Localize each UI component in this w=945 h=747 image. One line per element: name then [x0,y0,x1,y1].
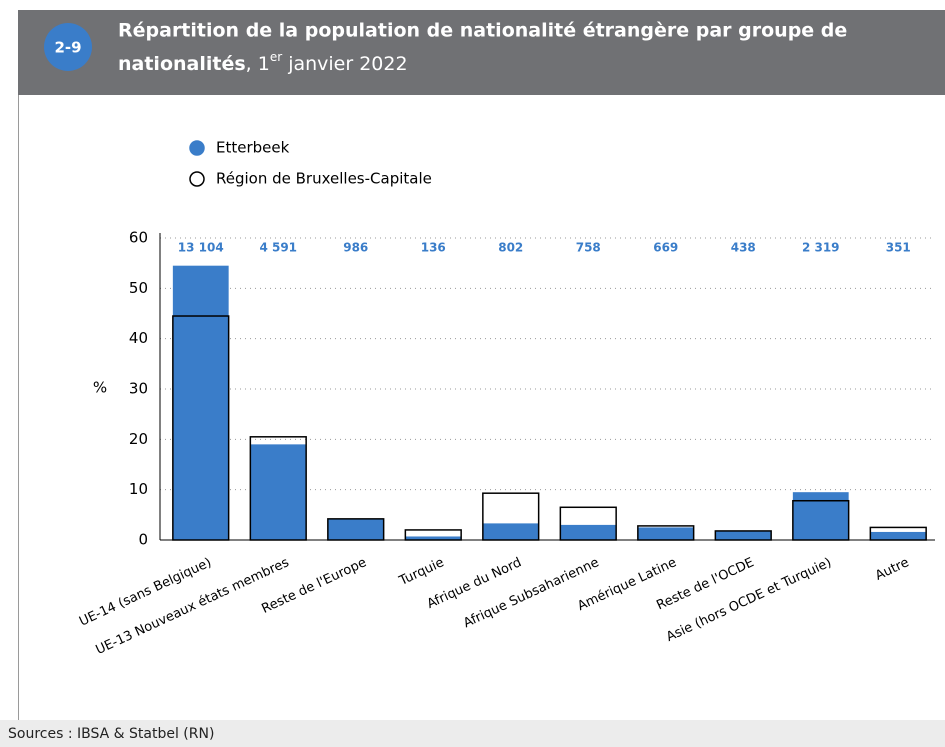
source: Sources : IBSA & Statbel (RN) [8,726,214,742]
top-label: 438 [731,241,756,255]
badge [44,23,92,71]
legend-label: Etterbeek [216,139,290,157]
title-part: , 1 [246,53,270,75]
x-tick-label: Autre [873,555,911,584]
title-part: janvier 2022 [282,53,407,75]
bar-outline [172,315,230,541]
header-band [18,10,945,95]
bar-outline [637,525,695,541]
y-tick-label: 10 [129,480,148,498]
bar-outline [404,529,462,541]
legend-swatch [189,171,205,187]
top-label: 13 104 [178,241,224,255]
x-tick-label: UE-14 (sans Belgique) [77,555,214,629]
x-tick-label: Turquie [396,555,446,589]
bar-outline [249,436,307,541]
bar [172,265,229,540]
top-label: 2 319 [802,241,840,255]
chart-title: Répartition de la population de national… [118,20,847,42]
bar-outline [482,492,540,541]
top-label: 802 [498,241,523,255]
y-tick-label: 0 [138,531,148,549]
chart-title-line2: nationalités, 1er janvier 2022 [118,50,408,75]
bar [715,530,772,540]
top-label: 758 [576,241,601,255]
bar [637,527,694,540]
legend-swatch [189,140,205,156]
legend-label: Région de Bruxelles-Capitale [216,170,432,188]
y-tick-label: 20 [129,430,148,448]
top-label: 136 [421,241,446,255]
bar-outline [714,530,772,541]
bar [327,518,384,540]
x-tick-label: Afrique Subsaharienne [461,555,601,631]
y-tick-label: 40 [129,329,148,347]
bar-outline [327,518,385,541]
bar [792,492,849,540]
y-tick-label: 60 [129,229,148,247]
bar [560,524,617,540]
title-sup: er [270,50,282,64]
footer-band [0,720,945,747]
top-label: 351 [886,241,911,255]
bar [250,444,307,540]
bar [405,536,462,540]
top-label: 986 [343,241,368,255]
bar-outline [559,506,617,541]
bar [482,523,539,540]
title-bold: nationalités [118,53,246,75]
top-label: 4 591 [259,241,297,255]
y-tick-label: 50 [129,279,148,297]
top-label: 669 [653,241,678,255]
bar-outline [869,526,927,541]
bar [870,531,927,540]
bar-outline [792,499,850,541]
badge-text: 2-9 [54,39,81,57]
y-tick-label: 30 [129,380,148,398]
y-axis-label: % [93,379,107,397]
